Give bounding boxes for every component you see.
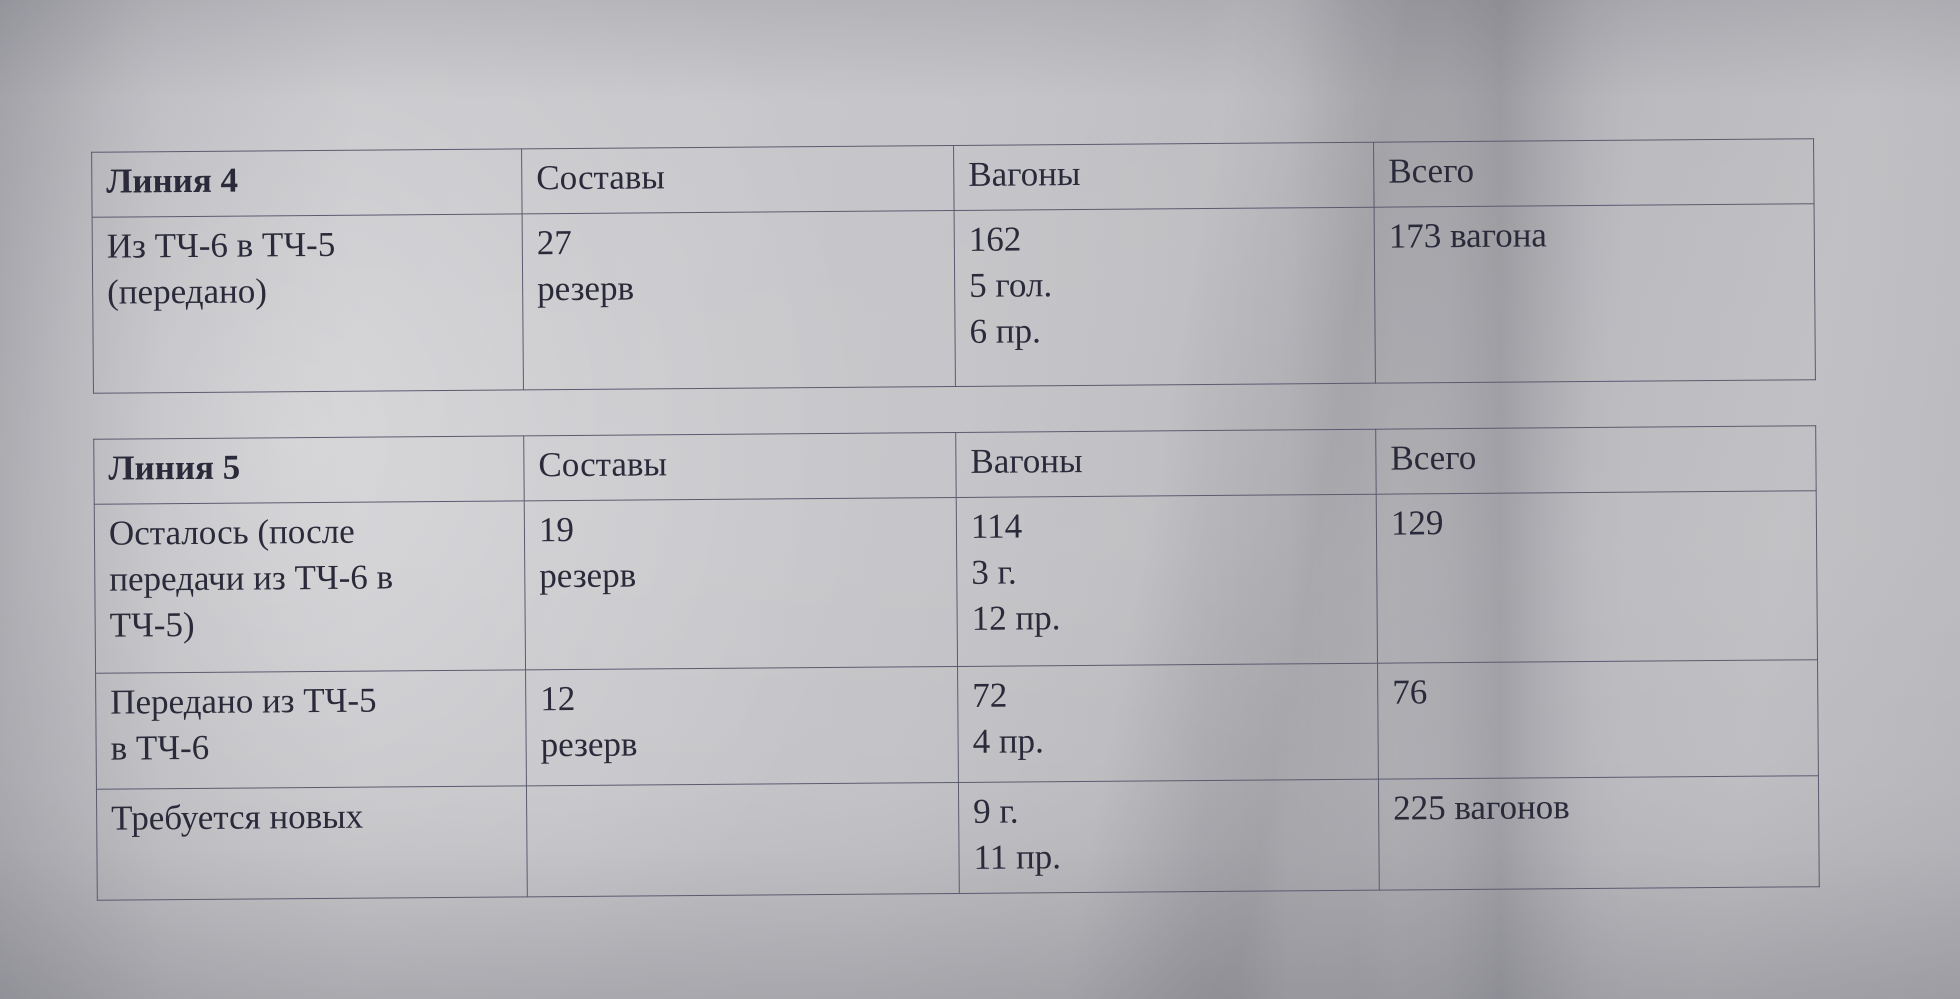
- column-header-sostavy: Составы: [521, 145, 955, 214]
- row-label-line-1: Из ТЧ-6 в ТЧ-5: [106, 224, 336, 266]
- cell-sostavy: 19 резерв: [524, 497, 958, 670]
- table-row: Требуется новых 9 г. 11 пр. 225 вагонов: [96, 775, 1820, 901]
- table-title-line-4: Линия 4: [91, 148, 523, 218]
- column-header-vsego: Всего: [1373, 138, 1815, 208]
- vsego-value: 76: [1392, 672, 1428, 712]
- table-line-5: Линия 5 Составы Вагоны Всего Осталось (п…: [93, 425, 1820, 901]
- vagony-detail-2: 11 пр.: [973, 837, 1062, 878]
- column-header-vagony: Вагоны: [955, 429, 1377, 498]
- vagony-detail-2: 12 пр.: [971, 598, 1061, 639]
- sostavy-count: 19: [538, 510, 575, 550]
- row-label-line-1: Требуется новых: [111, 796, 364, 838]
- cell-vsego: 129: [1376, 490, 1818, 664]
- vagony-total: 114: [970, 506, 1023, 546]
- vagony-total: 72: [972, 675, 1008, 715]
- cell-vagony: 114 3 г. 12 пр.: [956, 494, 1378, 667]
- vagony-detail-1: 9 г.: [973, 791, 1019, 831]
- row-label-line-2: передачи из ТЧ-6 в: [109, 557, 394, 599]
- row-label-line-3: ТЧ-5): [109, 605, 195, 646]
- cell-vagony: 72 4 пр.: [957, 663, 1379, 783]
- vsego-value: 129: [1390, 503, 1444, 543]
- row-label-line-2: в ТЧ-6: [110, 728, 210, 768]
- table-row: Из ТЧ-6 в ТЧ-5 (передано) 27 резерв 162 …: [92, 203, 1816, 394]
- vagony-total: 162: [968, 219, 1022, 259]
- row-label-line-2: (передано): [107, 271, 268, 312]
- cell-sostavy: 12 резерв: [525, 666, 959, 786]
- cell-vsego: 173 вагона: [1374, 203, 1816, 384]
- vsego-value: 173 вагона: [1388, 215, 1548, 256]
- column-header-vsego: Всего: [1375, 425, 1817, 495]
- table-title-line-5: Линия 5: [93, 435, 525, 505]
- sostavy-count: 27: [536, 222, 572, 263]
- cell-vagony: 162 5 гол. 6 пр.: [954, 207, 1376, 387]
- table-row: Передано из ТЧ-5 в ТЧ-6 12 резерв 72 4 п…: [95, 659, 1819, 790]
- sostavy-count: 12: [540, 678, 576, 719]
- row-label-cell: Требуется новых: [96, 785, 528, 901]
- sostavy-note: резерв: [539, 555, 637, 596]
- cell-sostavy: 27 резерв: [522, 210, 956, 390]
- vagony-detail-1: 5 гол.: [969, 265, 1053, 306]
- table-line-4: Линия 4 Составы Вагоны Всего Из ТЧ-6 в Т…: [91, 138, 1816, 394]
- vsego-value: 225 вагонов: [1392, 787, 1570, 828]
- vagony-detail-1: 3 г.: [971, 552, 1017, 593]
- table-row: Осталось (после передачи из ТЧ-6 в ТЧ-5)…: [94, 490, 1818, 674]
- vagony-detail-2: 6 пр.: [969, 311, 1041, 352]
- column-header-vagony: Вагоны: [953, 142, 1375, 211]
- cell-vagony: 9 г. 11 пр.: [958, 779, 1380, 894]
- sostavy-note: резерв: [540, 724, 638, 765]
- vagony-detail-1: 4 пр.: [972, 721, 1045, 762]
- row-label-line-1: Осталось (после: [108, 511, 355, 553]
- row-label-cell: Осталось (после передачи из ТЧ-6 в ТЧ-5): [94, 500, 526, 674]
- cell-sostavy-empty: [526, 782, 960, 897]
- row-label-cell: Передано из ТЧ-5 в ТЧ-6: [95, 669, 527, 790]
- sostavy-note: резерв: [537, 268, 635, 309]
- cell-vsego: 76: [1377, 659, 1819, 780]
- column-header-sostavy: Составы: [523, 432, 957, 501]
- cell-vsego: 225 вагонов: [1378, 775, 1820, 891]
- row-label-line-1: Передано из ТЧ-5: [110, 680, 377, 722]
- row-label-cell: Из ТЧ-6 в ТЧ-5 (передано): [92, 213, 524, 394]
